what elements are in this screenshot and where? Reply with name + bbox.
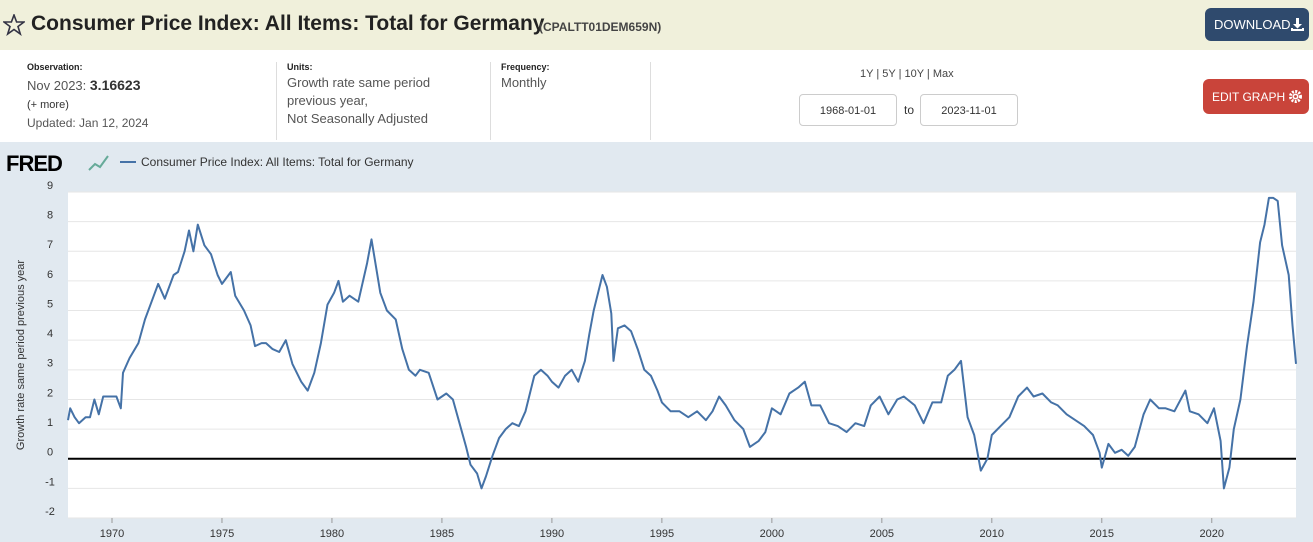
y-tick-label: 7 xyxy=(47,239,53,251)
units-line: previous year, xyxy=(287,93,368,108)
range-links: 1Y | 5Y | 10Y | Max xyxy=(860,68,954,80)
units-line: Not Seasonally Adjusted xyxy=(287,111,428,126)
range-link[interactable]: 1Y xyxy=(860,68,874,80)
download-icon xyxy=(1291,18,1304,31)
y-tick-label: -1 xyxy=(45,476,55,488)
more-link[interactable]: (+ more) xyxy=(27,99,69,111)
fred-logo: FRED xyxy=(6,151,62,176)
y-tick-label: 6 xyxy=(47,269,53,281)
end-date[interactable]: 2023-11-01 xyxy=(920,94,1018,126)
frequency-label: Frequency: xyxy=(501,62,550,72)
logo-icon xyxy=(88,155,109,171)
y-tick-label: 1 xyxy=(47,417,53,429)
y-tick-label: 2 xyxy=(47,387,53,399)
range-link[interactable]: Max xyxy=(932,68,954,80)
y-tick-label: 0 xyxy=(47,447,53,459)
series-line xyxy=(67,196,1297,490)
observation-date: Nov 2023: xyxy=(27,78,87,93)
edit-graph-button[interactable]: EDIT GRAPH xyxy=(1203,79,1309,114)
x-tick-label: 1985 xyxy=(430,528,454,540)
y-tick-label: 5 xyxy=(47,298,53,310)
title: Consumer Price Index: All Items: Total f… xyxy=(31,12,545,35)
updated: Updated: Jan 12, 2024 xyxy=(27,116,149,130)
y-axis-label: Growth rate same period previous year xyxy=(15,260,27,450)
download-text: DOWNLOAD xyxy=(1214,17,1291,32)
x-tick-label: 2005 xyxy=(870,528,894,540)
legend-label: Consumer Price Index: All Items: Total f… xyxy=(141,155,414,169)
header-bar xyxy=(0,0,1313,50)
to-label: to xyxy=(904,103,915,117)
units: Growth rate same period previous year, Not… xyxy=(287,74,430,128)
x-tick-label: 1990 xyxy=(540,528,564,540)
units-label: Units: xyxy=(287,62,313,72)
chart: FRED Consumer Price Index: All Items: To… xyxy=(0,142,1313,542)
download-button[interactable]: DOWNLOAD xyxy=(1205,8,1309,41)
x-tick-label: 2000 xyxy=(760,528,784,540)
x-tick-label: 2010 xyxy=(980,528,1004,540)
y-tick-label: 9 xyxy=(47,180,53,192)
x-tick-label: 2015 xyxy=(1090,528,1114,540)
x-tick-label: 1995 xyxy=(650,528,674,540)
start-date[interactable]: 1968-01-01 xyxy=(799,94,897,126)
y-tick-label: 8 xyxy=(47,210,53,222)
favorite-star[interactable] xyxy=(3,14,25,36)
observation-label: Observation: xyxy=(27,62,83,72)
range-link[interactable]: 5Y xyxy=(882,68,896,80)
series-id: (CPALTT01DEM659N) xyxy=(539,20,662,34)
edit-text: EDIT GRAPH xyxy=(1212,90,1286,104)
x-tick-label: 1975 xyxy=(210,528,234,540)
y-tick-label: 4 xyxy=(47,328,53,340)
y-tick-label: 3 xyxy=(47,358,53,370)
plot-area xyxy=(68,192,1296,518)
units-line: Growth rate same period xyxy=(287,75,431,90)
observation-value: 3.16623 xyxy=(89,77,141,93)
x-tick-label: 1970 xyxy=(100,528,124,540)
gear-icon xyxy=(1289,90,1302,103)
frequency: Monthly xyxy=(501,75,547,90)
x-tick-label: 2020 xyxy=(1200,528,1224,540)
x-tick-label: 1980 xyxy=(320,528,344,540)
range-link[interactable]: 10Y xyxy=(904,68,924,80)
y-tick-label: -2 xyxy=(45,506,55,518)
